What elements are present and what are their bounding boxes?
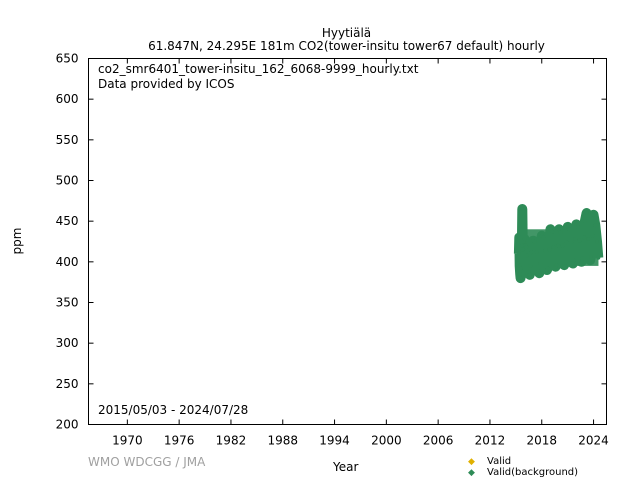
data-point: [570, 261, 575, 266]
data-point: [580, 256, 585, 261]
data-point: [567, 227, 572, 232]
y-tick-label: 600: [56, 92, 79, 106]
y-tick-label: 500: [56, 174, 79, 188]
data-point: [525, 253, 530, 258]
data-point: [564, 240, 569, 245]
date-range-label: 2015/05/03 - 2024/07/28: [98, 403, 249, 417]
x-tick-label: 1970: [112, 434, 143, 448]
data-point: [591, 212, 596, 217]
file-label: co2_smr6401_tower-insitu_162_6068-9999_h…: [98, 62, 419, 76]
data-point: [551, 245, 556, 250]
legend-valid-label: Valid: [487, 456, 511, 467]
x-tick-label: 2024: [578, 434, 609, 448]
legend: ◆ Valid ◆ Valid(background): [468, 456, 578, 478]
x-tick-label: 2000: [371, 434, 402, 448]
data-point: [538, 261, 543, 266]
data-point: [520, 247, 525, 252]
y-tick-label: 450: [56, 214, 79, 228]
y-ticks: 200 250 300 350 400 450 500 550 600 650: [56, 52, 607, 432]
data-point: [595, 239, 600, 244]
data-point: [519, 243, 524, 248]
y-tick-label: 350: [56, 296, 79, 310]
data-point: [571, 258, 576, 263]
x-tick-label: 2006: [423, 434, 454, 448]
data-point: [593, 223, 598, 228]
data-point: [577, 238, 582, 243]
data-point: [556, 243, 561, 248]
data-point: [517, 235, 522, 240]
data-point: [516, 251, 521, 256]
data-point: [569, 240, 574, 245]
data-point: [518, 272, 523, 277]
data-point: [557, 227, 562, 232]
data-point: [520, 206, 525, 211]
data-point: [588, 254, 593, 259]
data-point: [518, 276, 523, 281]
data-point: [522, 237, 527, 242]
data-point: [573, 237, 578, 242]
data-point: [596, 255, 601, 260]
data-point: [554, 263, 559, 268]
credit-label: WMO WDCGG / JMA: [88, 455, 206, 469]
data-point: [528, 263, 533, 268]
y-tick-label: 550: [56, 133, 79, 147]
legend-background-label: Valid(background): [487, 467, 578, 478]
x-axis-label: Year: [333, 460, 359, 474]
data-points: [513, 204, 604, 284]
provider-label: Data provided by ICOS: [98, 77, 235, 91]
data-point: [537, 271, 542, 276]
x-tick-label: 1976: [164, 434, 195, 448]
chart-subtitle: 61.847N, 24.295E 181m CO2(tower-insitu t…: [148, 39, 545, 53]
data-point: [547, 247, 552, 252]
x-tick-label: 1994: [319, 434, 350, 448]
y-tick-label: 400: [56, 255, 79, 269]
data-point: [590, 233, 595, 238]
x-tick-label: 2018: [526, 434, 557, 448]
x-tick-label: 1982: [216, 434, 247, 448]
data-point: [527, 272, 532, 277]
data-point: [563, 260, 568, 265]
data-point: [584, 211, 589, 216]
data-point: [541, 235, 546, 240]
x-tick-label: 2012: [475, 434, 506, 448]
data-point: [588, 258, 593, 263]
data-point: [534, 250, 539, 255]
data-point: [545, 266, 550, 271]
data-point: [558, 230, 563, 235]
data-point: [543, 248, 548, 253]
x-ticks: 1970 1976 1982 1988 1994 2000 2006 2012 2018 2024: [112, 58, 609, 448]
data-point: [560, 243, 565, 248]
data-point: [519, 266, 524, 271]
data-point: [526, 269, 531, 274]
data-point: [550, 229, 555, 234]
data-point: [529, 250, 534, 255]
data-point: [532, 239, 537, 244]
data-point: [586, 237, 591, 242]
legend-background-marker: ◆: [468, 468, 475, 478]
y-tick-label: 650: [56, 52, 79, 66]
legend-valid-marker: ◆: [468, 457, 475, 467]
data-point: [579, 259, 584, 264]
data-point: [576, 224, 581, 229]
x-tick-label: 1988: [267, 434, 298, 448]
y-tick-label: 300: [56, 336, 79, 350]
plot-frame: [88, 58, 607, 425]
data-point: [582, 235, 587, 240]
y-tick-label: 200: [56, 418, 79, 432]
data-point: [582, 219, 587, 224]
station-title: Hyytiälä: [321, 26, 372, 40]
data-point: [524, 245, 529, 250]
y-tick-label: 250: [56, 377, 79, 391]
